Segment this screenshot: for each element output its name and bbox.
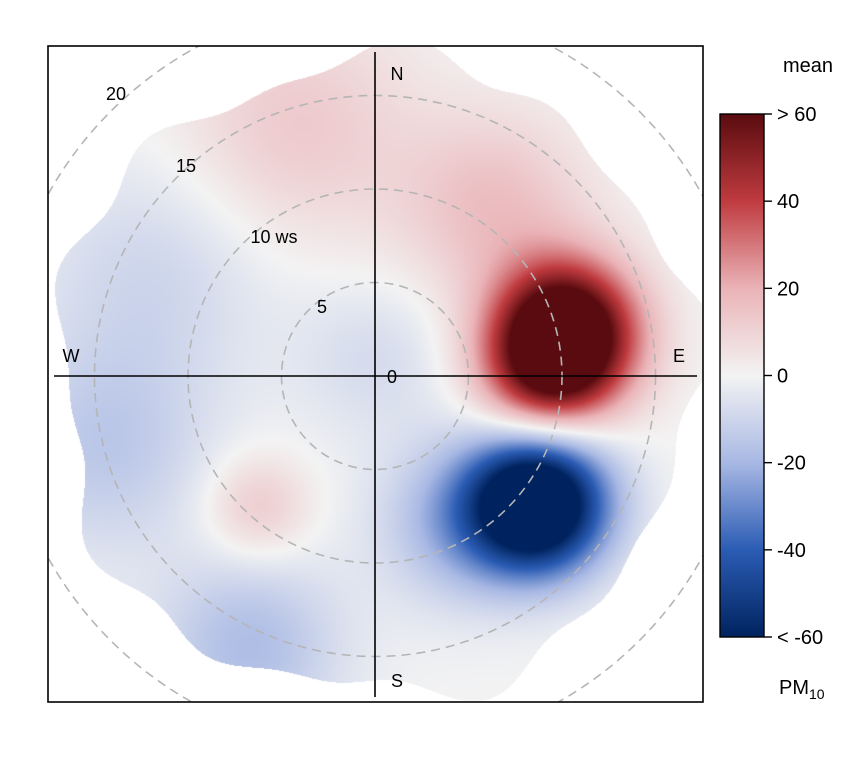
ring-label-5: 5 xyxy=(317,297,327,317)
colorbar-tick-label: -20 xyxy=(777,453,806,475)
pollutant-subscript: 10 xyxy=(809,686,825,702)
east-label: E xyxy=(673,346,685,366)
north-label: N xyxy=(391,64,404,84)
colorbar-tick-label: 40 xyxy=(777,191,799,213)
colorbar-tick-label: -40 xyxy=(777,540,806,562)
colorbar-title: mean xyxy=(783,55,833,77)
ring-label-15: 15 xyxy=(176,156,196,176)
plot-frame xyxy=(47,45,704,703)
colorbar-tick-label: > 60 xyxy=(777,104,816,126)
center-label: 0 xyxy=(387,367,397,387)
colorbar-tick-label: < -60 xyxy=(777,627,823,649)
west-label: W xyxy=(63,346,80,366)
ring-label-10: 10 ws xyxy=(250,227,297,247)
ring-label-20: 20 xyxy=(106,84,126,104)
colorbar-tick-label: 0 xyxy=(777,366,788,388)
south-label: S xyxy=(391,671,403,691)
colorbar xyxy=(719,113,765,638)
colorbar-ticks: > 60 40 20 0 -20 -40 < -60 xyxy=(764,104,823,649)
pollutant-base: PM xyxy=(779,677,809,699)
pollutant-label: PM10 xyxy=(779,677,825,702)
colorbar-tick-label: 20 xyxy=(777,278,799,300)
